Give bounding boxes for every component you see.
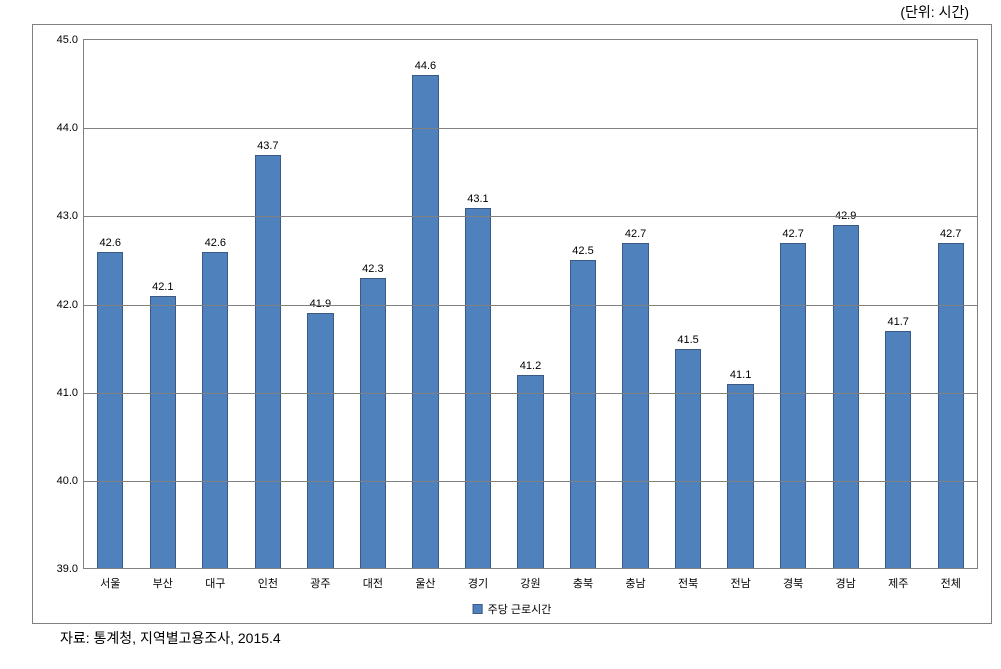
xtick-label: 울산 [415,575,435,591]
gridline [84,216,977,217]
bar-value-label: 42.7 [625,228,646,240]
bar-value-label: 44.6 [415,60,436,72]
xtick-label: 서울 [100,575,120,591]
xtick-label: 대전 [363,575,383,591]
xtick-label: 경기 [468,575,488,591]
xtick-label: 전체 [941,575,961,591]
bar-value-label: 41.5 [677,334,698,346]
bar-value-label: 41.1 [730,369,751,381]
xtick-label: 전남 [730,575,750,591]
ytick-label: 41.0 [57,387,78,399]
bar-value-label: 42.6 [100,237,121,249]
bar-value-label: 42.7 [940,228,961,240]
xtick-label: 인천 [258,575,278,591]
xtick-label: 부산 [153,575,173,591]
bar-value-label: 43.7 [257,140,278,152]
xtick-label: 강원 [520,575,540,591]
bar-value-label: 43.1 [467,193,488,205]
plot-area: 42.6 42.1 42.6 43.7 41.9 42.3 44.6 43.1 41.2 42.5… [83,39,978,569]
source-label: 자료: 통계청, 지역별고용조사, 2015.4 [60,628,281,648]
bar-value-label: 41.2 [520,360,541,372]
bar: 41.1 [727,384,753,569]
ytick-label: 45.0 [57,34,78,46]
xtick-label: 광주 [310,575,330,591]
bar-value-label: 42.3 [362,263,383,275]
legend-label: 주당 근로시간 [488,601,552,617]
gridline [84,393,977,394]
bar: 42.5 [570,260,596,569]
xtick-label: 경북 [783,575,803,591]
bar: 42.7 [780,243,806,569]
xtick-label: 전북 [678,575,698,591]
bar: 42.6 [97,252,123,569]
bar: 41.7 [885,331,911,569]
bar-value-label: 42.5 [572,245,593,257]
xtick-label: 충북 [573,575,593,591]
bar: 41.2 [517,375,543,569]
legend-swatch [473,604,483,614]
ytick-label: 44.0 [57,122,78,134]
gridline [84,481,977,482]
ytick-label: 39.0 [57,563,78,575]
bar: 44.6 [412,75,438,569]
xtick-label: 대구 [205,575,225,591]
bar-value-label: 41.7 [887,316,908,328]
bar: 42.6 [202,252,228,569]
bar: 43.1 [465,208,491,569]
gridline [84,128,977,129]
bar: 42.3 [360,278,386,569]
bar: 42.7 [938,243,964,569]
bar-value-label: 42.6 [205,237,226,249]
ytick-label: 43.0 [57,210,78,222]
bar: 42.9 [833,225,859,569]
legend: 주당 근로시간 [473,601,552,617]
unit-label: (단위: 시간) [900,2,969,22]
baseline [84,568,977,569]
xtick-label: 제주 [888,575,908,591]
bar: 41.9 [307,313,333,569]
bar: 42.1 [150,296,176,569]
bar: 42.7 [622,243,648,569]
xtick-label: 경남 [836,575,856,591]
ytick-label: 42.0 [57,299,78,311]
xtick-label: 충남 [625,575,645,591]
gridline [84,305,977,306]
bar-value-label: 42.7 [782,228,803,240]
ytick-label: 40.0 [57,475,78,487]
bar-value-label: 42.1 [152,281,173,293]
chart-frame: 42.6 42.1 42.6 43.7 41.9 42.3 44.6 43.1 41.2 42.5… [32,24,992,624]
bar: 41.5 [675,349,701,569]
